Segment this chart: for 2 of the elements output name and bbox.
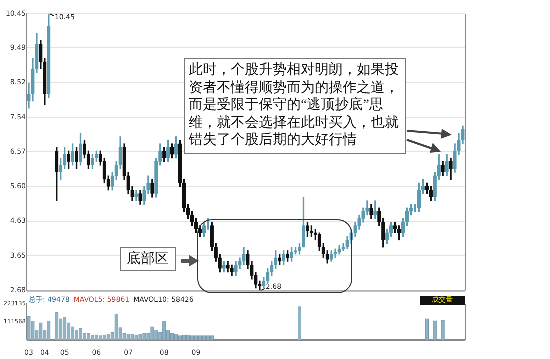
- annotation: 底部区: [120, 247, 176, 271]
- annotation: 此时，个股升势相对明朗，如果投资者不懂得顺势而为的操作之道，而是受限于保守的“逃顶抄底”思维，就不会选择在此时买入，也就错失了个股后期的大好行情: [184, 58, 406, 154]
